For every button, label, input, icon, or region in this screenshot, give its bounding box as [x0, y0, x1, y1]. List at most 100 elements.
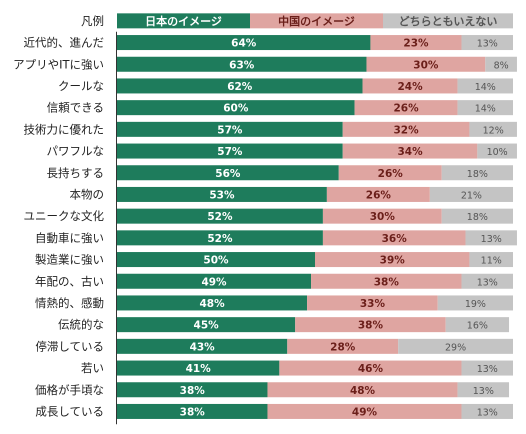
bar-segment-japan [117, 273, 312, 289]
data-label-japan: 52% [207, 211, 233, 223]
category-label: クールな [58, 79, 104, 93]
bar-segment-china [370, 35, 462, 51]
bar-segment-neither [485, 56, 517, 72]
data-label-japan: 43% [190, 341, 216, 353]
data-label-china: 24% [397, 81, 423, 93]
data-label-china: 34% [397, 146, 423, 158]
data-label-neither: 10% [487, 147, 508, 158]
legend-label-japan: 日本のイメージ [145, 14, 222, 28]
legend-swatch-japan [117, 13, 250, 29]
data-label-neither: 11% [481, 256, 502, 267]
bar-segment-china [322, 230, 466, 246]
bar-segment-china [295, 317, 446, 333]
data-label-japan: 60% [223, 103, 249, 115]
bar-segment-japan [117, 143, 343, 159]
bar-segment-japan [117, 403, 268, 419]
data-label-neither: 13% [473, 386, 494, 397]
data-label-china: 30% [413, 59, 439, 71]
bar-segment-japan [117, 252, 315, 268]
data-label-china: 38% [374, 276, 400, 288]
bar-segment-japan [117, 338, 288, 354]
data-label-china: 26% [366, 189, 392, 201]
bar-segment-japan [117, 360, 280, 376]
data-label-china: 36% [382, 233, 408, 245]
data-label-china: 26% [378, 168, 404, 180]
data-label-neither: 12% [483, 125, 504, 136]
bar-segment-japan [117, 208, 323, 224]
data-label-neither: 13% [477, 407, 498, 418]
legend: 凡例 日本のイメージ 中国のイメージ どちらともいえない [81, 13, 513, 29]
data-label-neither: 13% [477, 364, 498, 375]
bar-segment-japan [117, 186, 327, 202]
bar-segment-china [354, 100, 458, 116]
data-label-japan: 38% [180, 385, 206, 397]
data-label-japan: 53% [209, 189, 235, 201]
bar-segment-japan [117, 230, 323, 246]
data-label-japan: 64% [231, 38, 257, 50]
bar-segment-neither [437, 295, 513, 311]
bar-segment-neither [461, 403, 513, 419]
bar-segment-china [267, 403, 462, 419]
bar-segment-china [287, 338, 399, 354]
bar-segment-china [267, 382, 458, 398]
data-label-japan: 56% [215, 168, 241, 180]
data-label-neither: 13% [477, 39, 498, 50]
data-label-japan: 48% [199, 298, 225, 310]
data-label-japan: 57% [217, 124, 243, 136]
bar-segment-china [322, 208, 442, 224]
legend-swatch-neither [383, 13, 513, 29]
category-label: 長持ちする [47, 166, 105, 180]
data-label-japan: 57% [217, 146, 243, 158]
bar-segment-japan [117, 78, 363, 94]
data-label-neither: 19% [465, 299, 486, 310]
category-label: 技術力に優れた [24, 122, 105, 136]
bar-segment-neither [441, 165, 513, 181]
legend-label-neither: どちらともいえない [399, 15, 498, 28]
legend-title: 凡例 [81, 14, 104, 28]
legend-label-china: 中国のイメージ [278, 14, 355, 28]
category-label: ユニークな文化 [24, 209, 105, 223]
bar-segment-japan [117, 121, 343, 137]
category-label: 本物の [70, 187, 105, 201]
bar-segment-neither [465, 230, 517, 246]
data-label-neither: 13% [477, 277, 498, 288]
bar-segment-japan [117, 317, 296, 333]
bar-segment-japan [117, 56, 367, 72]
data-label-china: 30% [370, 211, 396, 223]
bar-segment-neither [469, 121, 517, 137]
data-label-china: 38% [358, 320, 384, 332]
data-label-japan: 63% [229, 59, 255, 71]
data-label-china: 48% [350, 385, 376, 397]
bar-segment-neither [461, 360, 513, 376]
bar-segment-neither [398, 338, 513, 354]
data-label-china: 23% [403, 38, 429, 50]
data-label-neither: 18% [467, 212, 488, 223]
data-label-china: 26% [394, 103, 420, 115]
data-label-china: 28% [330, 341, 356, 353]
data-label-japan: 49% [201, 276, 227, 288]
bar-segment-japan [117, 100, 355, 116]
data-label-japan: 38% [180, 406, 206, 418]
bar-segment-neither [461, 273, 513, 289]
data-label-china: 33% [360, 298, 386, 310]
data-label-neither: 13% [481, 234, 502, 245]
bar-segment-china [279, 360, 462, 376]
category-label: 自動車に強い [35, 231, 104, 245]
category-label: パワフルな [47, 144, 105, 158]
data-label-japan: 62% [227, 81, 253, 93]
data-label-china: 39% [380, 255, 406, 267]
bar-segment-china [311, 273, 462, 289]
data-label-neither: 18% [467, 169, 488, 180]
bar-segment-neither [429, 186, 513, 202]
data-label-japan: 52% [207, 233, 233, 245]
bar-segment-china [366, 56, 486, 72]
bar-segment-neither [441, 208, 513, 224]
data-label-neither: 14% [475, 82, 496, 93]
bar-segment-japan [117, 382, 268, 398]
category-label: 情熱的、感動 [35, 296, 104, 310]
bar-segment-china [342, 121, 470, 137]
category-label: 年配の、古い [35, 274, 104, 288]
bar-segment-china [307, 295, 438, 311]
category-label: 価格が手頃な [35, 383, 104, 397]
bar-segment-neither [461, 35, 513, 51]
